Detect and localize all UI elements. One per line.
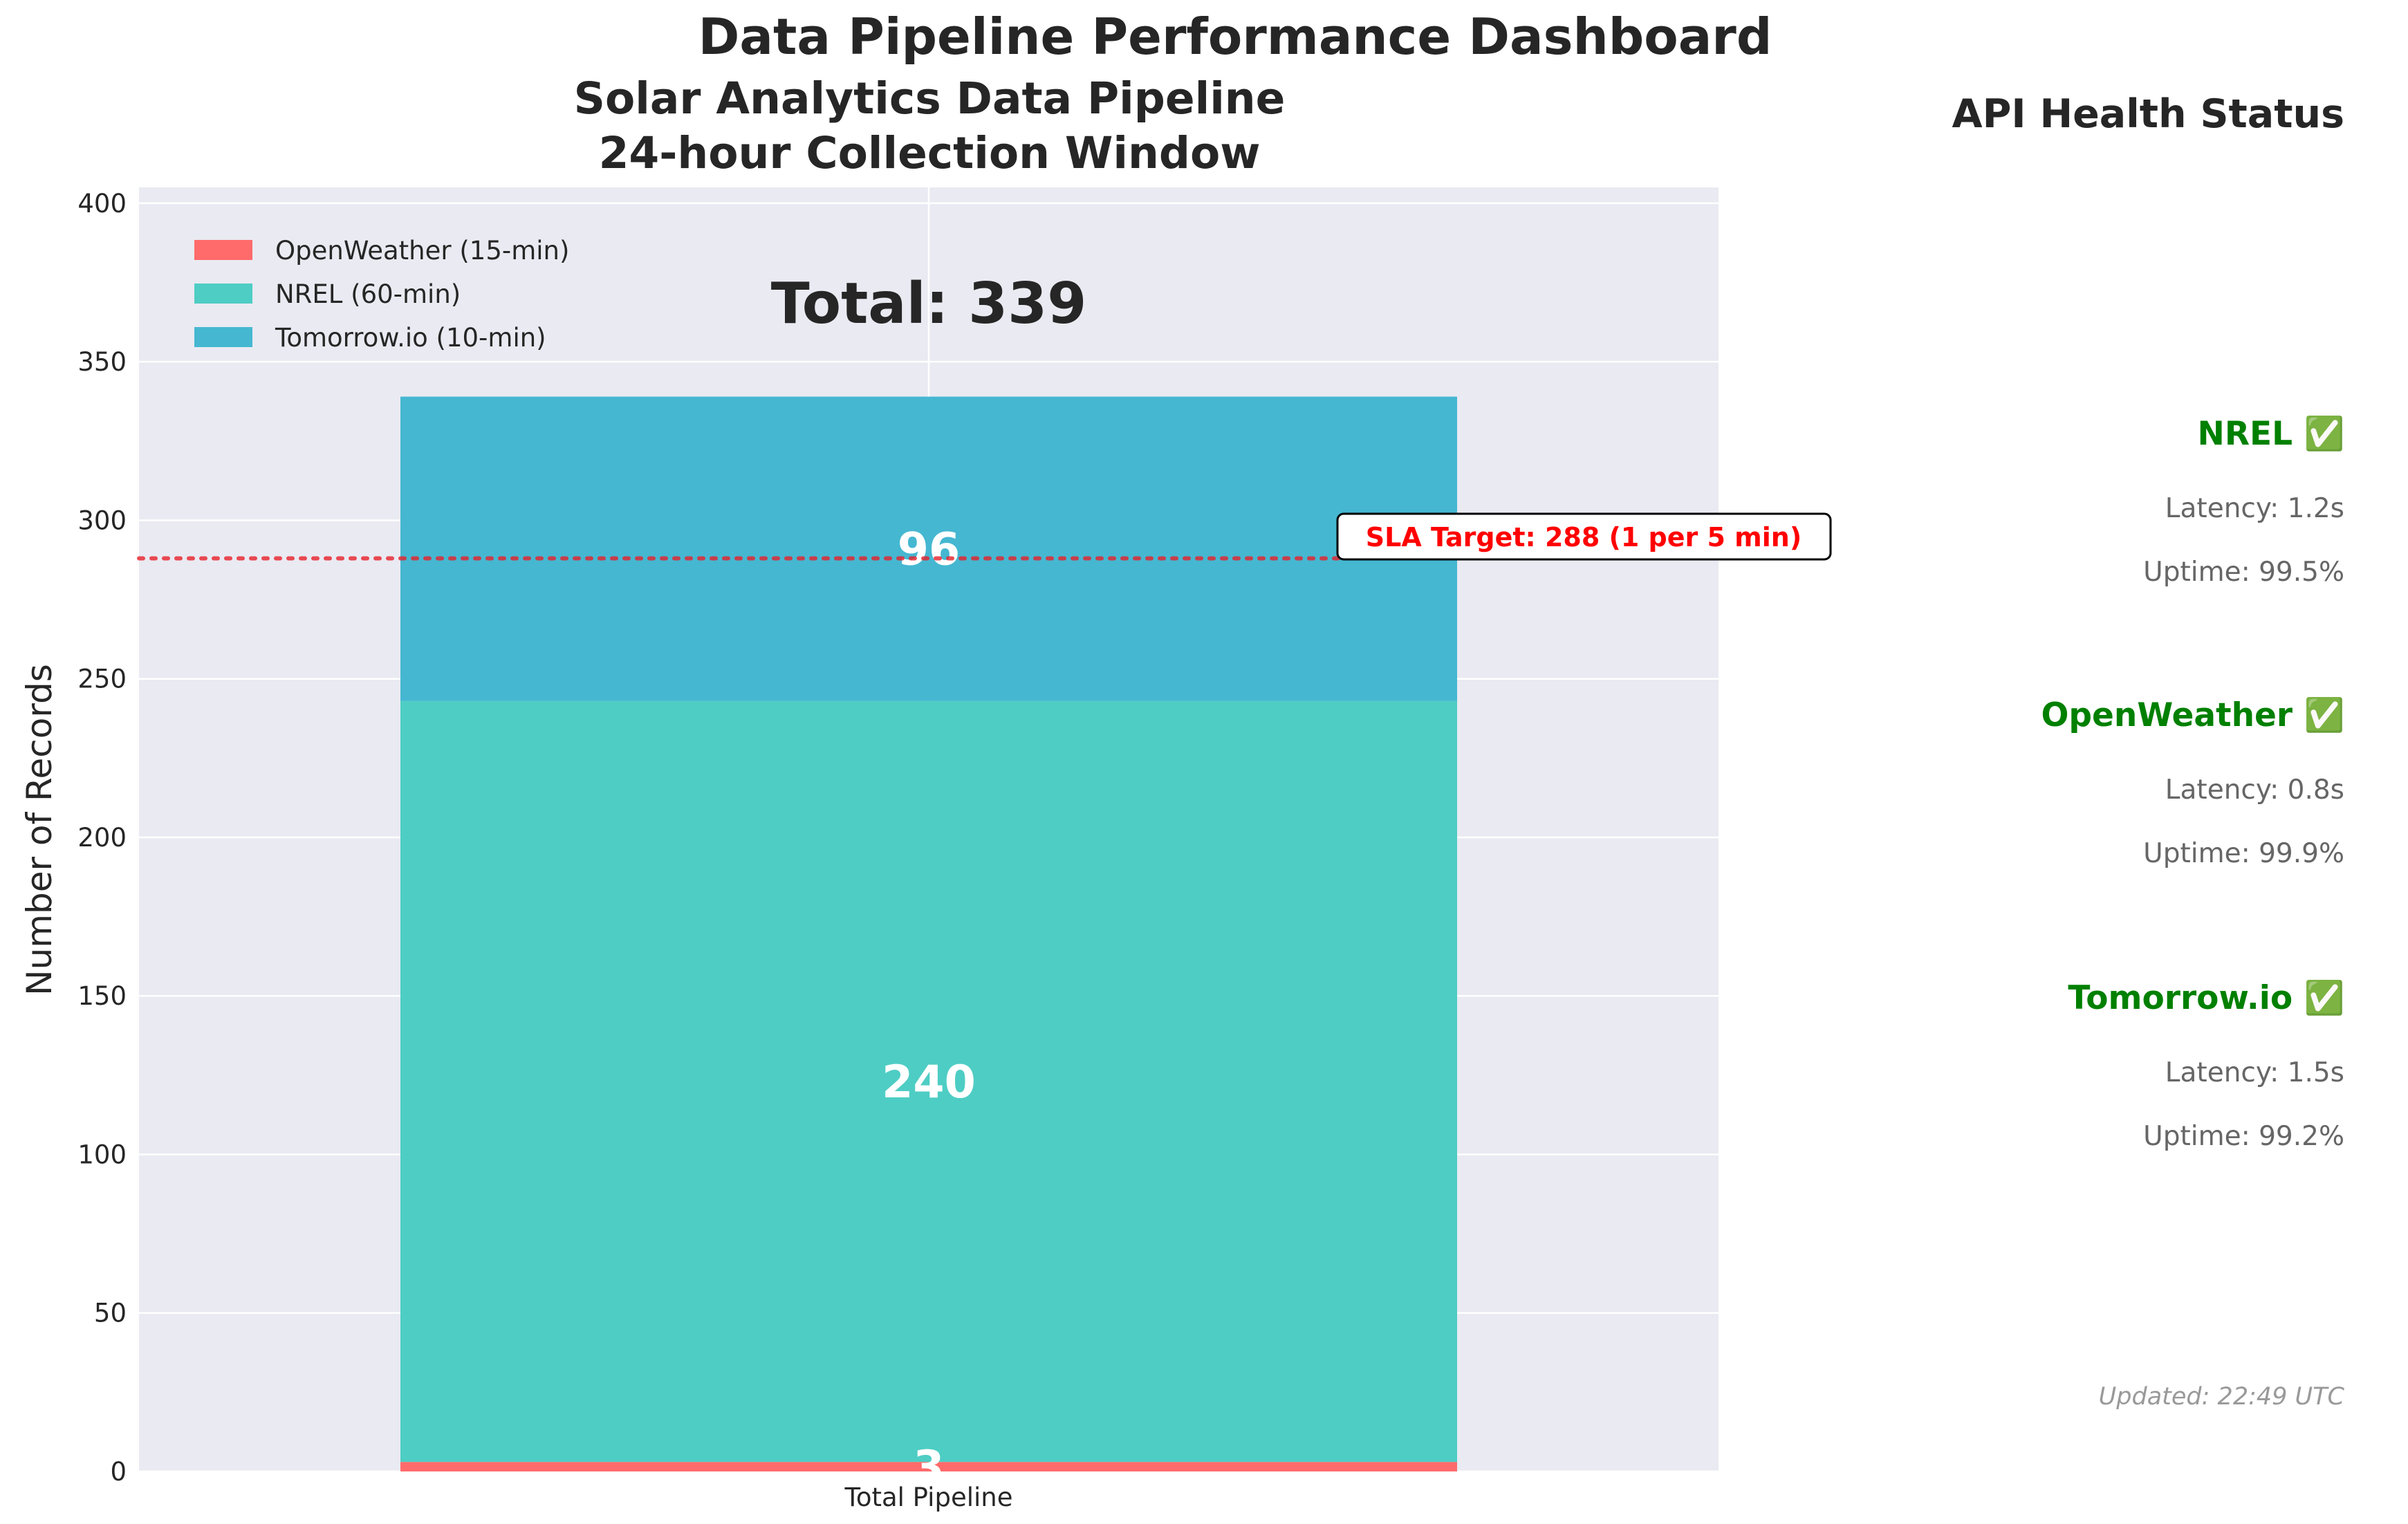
y-tick-label: 200 xyxy=(77,823,127,853)
legend: OpenWeather (15-min) NREL (60-min) Tomorro… xyxy=(194,236,569,353)
legend-swatch xyxy=(194,327,252,347)
updated-timestamp: Updated: 22:49 UTC xyxy=(2099,1383,2345,1411)
y-tick-label: 50 xyxy=(94,1299,127,1328)
bar-segment xyxy=(400,1462,1457,1471)
x-tick-label: Total Pipeline xyxy=(844,1483,1013,1512)
legend-swatch xyxy=(194,284,252,304)
y-axis-ticks: 0 50 100 150 200 250 300 350 400 xyxy=(77,189,127,1487)
bar-value-label: 96 xyxy=(898,524,960,576)
legend-label: NREL (60-min) xyxy=(275,279,461,309)
y-tick-label: 100 xyxy=(77,1140,127,1169)
bar-segment xyxy=(400,396,1457,701)
y-tick-label: 400 xyxy=(77,189,127,219)
chart-title-line-1: Solar Analytics Data Pipeline xyxy=(574,73,1286,124)
chart-title-line-2: 24-hour Collection Window xyxy=(599,128,1261,178)
sla-reference: SLA Target: 288 (1 per 5 min) xyxy=(137,512,1832,561)
y-tick-label: 300 xyxy=(77,505,127,535)
api-latency: Latency: 0.8s xyxy=(2165,774,2344,806)
x-axis-ticks: Total Pipeline xyxy=(844,1483,1013,1512)
y-axis-label: Number of Records xyxy=(19,664,59,996)
y-tick-label: 250 xyxy=(77,665,127,694)
stacked-bar: 3 240 96 xyxy=(400,396,1457,1494)
legend-label: Tomorrow.io (10-min) xyxy=(275,323,546,353)
sla-annotation-box xyxy=(1336,512,1832,561)
y-tick-label: 350 xyxy=(77,347,127,377)
api-uptime: Uptime: 99.9% xyxy=(2143,838,2344,869)
api-uptime: Uptime: 99.5% xyxy=(2143,557,2344,588)
total-label: Total: 339 xyxy=(771,271,1087,337)
health-panel-title: API Health Status xyxy=(1952,91,2345,137)
y-tick-label: 150 xyxy=(77,981,127,1011)
legend-swatch xyxy=(194,240,252,260)
y-tick-label: 0 xyxy=(110,1457,127,1487)
api-latency: Latency: 1.2s xyxy=(2165,493,2344,524)
api-latency: Latency: 1.5s xyxy=(2165,1057,2344,1088)
api-name: NREL ✅ xyxy=(2198,415,2344,453)
bar-value-label: 240 xyxy=(882,1057,976,1108)
api-uptime: Uptime: 99.2% xyxy=(2143,1121,2344,1152)
main-title: Data Pipeline Performance Dashboard xyxy=(698,8,1772,66)
bar-segment xyxy=(400,700,1457,1462)
api-name: Tomorrow.io ✅ xyxy=(2068,979,2344,1017)
legend-label: OpenWeather (15-min) xyxy=(275,236,569,266)
sla-annotation-label: SLA Target: 288 (1 per 5 min) xyxy=(1366,522,1802,552)
bar-value-label: 3 xyxy=(913,1442,944,1494)
health-panel: NREL ✅ Latency: 1.2s Uptime: 99.5% OpenWeat… xyxy=(2041,415,2344,1152)
api-name: OpenWeather ✅ xyxy=(2041,696,2344,734)
